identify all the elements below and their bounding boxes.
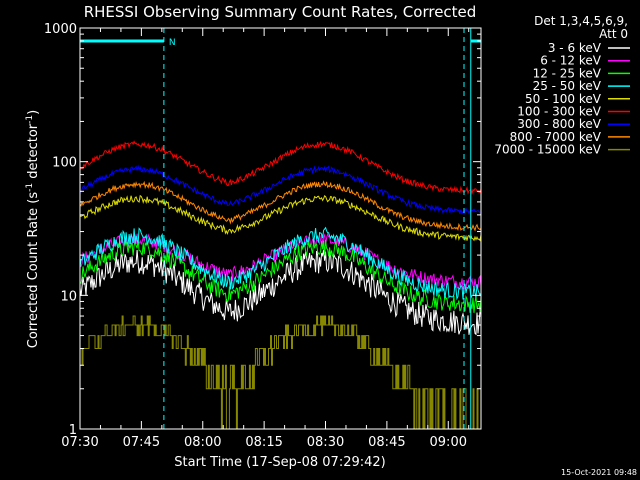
x-tick-label: 08:00: [184, 435, 221, 450]
y-axis-label-part3: ): [26, 110, 41, 115]
x-tick-label: 09:00: [430, 435, 467, 450]
y-axis-label-part1: Corrected Count Rate (s: [26, 192, 41, 349]
legend-label: 3 - 6 keV: [548, 41, 602, 55]
footer-timestamp: 15-Oct-2021 09:48: [561, 468, 637, 477]
y-tick-label: 10: [60, 289, 77, 304]
y-axis-label-sup2: -1: [25, 115, 35, 124]
series-line-6: [79, 140, 482, 196]
series-line-5: [79, 194, 482, 242]
y-axis-label: Corrected Count Rate (s-1 detector-1): [25, 110, 41, 348]
x-tick-label: 08:15: [245, 435, 282, 450]
x-axis-label: Start Time (17-Sep-08 07:29:42): [174, 455, 385, 470]
series-line-9: [80, 315, 481, 430]
series-layer: [79, 140, 482, 430]
plot-frame: [79, 27, 482, 430]
y-tick-label: 1000: [44, 22, 77, 37]
series-line-1: [79, 249, 482, 336]
night-label: N: [169, 38, 176, 48]
y-axis-label-sup1: -1: [25, 183, 35, 192]
legend-label: 300 - 800 keV: [517, 117, 601, 131]
legend-label: 100 - 300 keV: [517, 105, 601, 119]
legend-label: 50 - 100 keV: [525, 92, 602, 106]
legend-header-1: Det 1,3,4,5,6,9,: [534, 14, 628, 28]
x-tick-label: 07:30: [61, 435, 98, 450]
legend-header-2: Att 0: [599, 27, 628, 41]
y-tick-label: 100: [52, 156, 77, 171]
legend-label: 12 - 25 keV: [533, 66, 602, 80]
series-line-8: [79, 180, 482, 232]
legend-label: 6 - 12 keV: [540, 54, 602, 68]
x-axis: 07:30 07:45 08:00 08:15 08:30 08:45 09:00: [61, 28, 470, 450]
x-tick-label: 08:45: [368, 435, 405, 450]
legend-label: 800 - 7000 keV: [510, 130, 602, 144]
legend-label: 7000 - 15000 keV: [494, 143, 601, 157]
y-axis: 1 10 100 1000: [44, 22, 481, 438]
x-tick-label: 08:30: [307, 435, 344, 450]
series-line-7: [79, 164, 482, 215]
series-line-4: [79, 226, 482, 301]
legend-label: 25 - 50 keV: [533, 79, 602, 93]
y-axis-label-part2: detector: [26, 123, 41, 183]
night-markers: N: [80, 28, 481, 429]
x-tick-label: 07:45: [123, 435, 160, 450]
y-tick-label: 1: [69, 423, 77, 438]
chart-title: RHESSI Observing Summary Count Rates, Co…: [84, 3, 477, 21]
